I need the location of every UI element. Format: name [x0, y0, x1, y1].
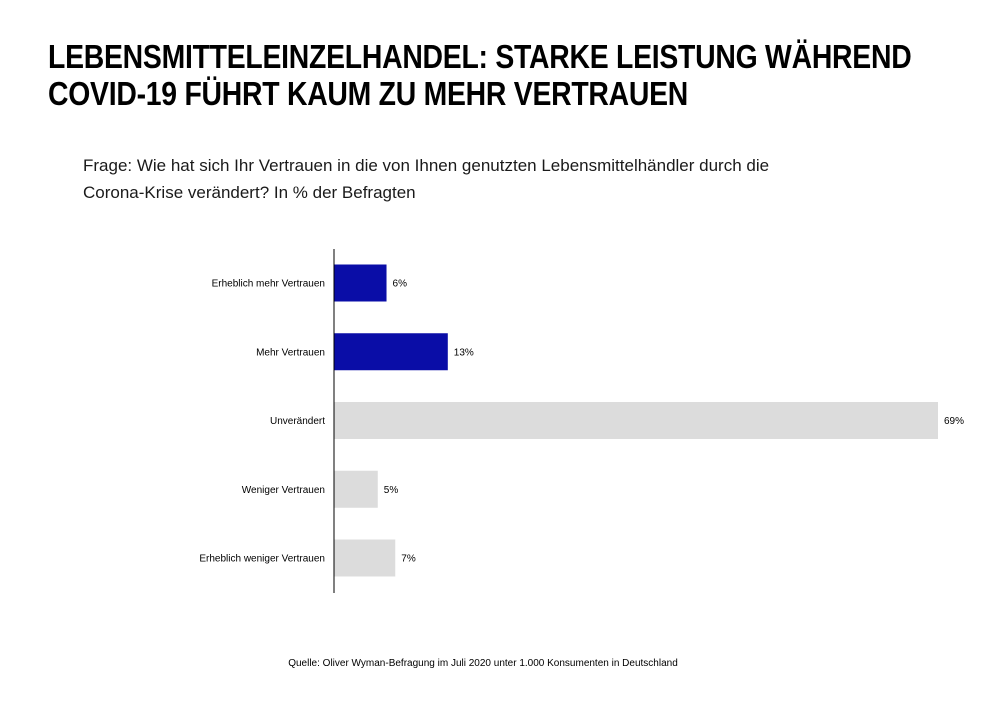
bar-2: [334, 333, 448, 371]
chart-title-line-1: LEBENSMITTELEINZELHANDEL: STARKE LEISTUN…: [48, 38, 912, 75]
value-label-5: 7%: [401, 554, 416, 565]
chart-question-line-1: Frage: Wie hat sich Ihr Vertrauen in die…: [83, 156, 770, 175]
value-label-1: 6%: [393, 279, 408, 290]
value-label-2: 13%: [454, 347, 474, 358]
category-label-group: Erheblich mehr Vertrauen Mehr Vertrauen Un…: [199, 279, 325, 565]
bar-5: [334, 539, 396, 577]
category-label-3: Unverändert: [270, 416, 325, 427]
bar-4: [334, 470, 378, 508]
chart-title: LEBENSMITTELEINZELHANDEL: STARKE LEISTUN…: [48, 38, 912, 112]
category-label-5: Erheblich weniger Vertrauen: [199, 554, 325, 565]
value-label-group: 6% 13% 69% 5% 7%: [384, 279, 964, 565]
category-label-2: Mehr Vertrauen: [256, 347, 325, 358]
chart-question-line-2: Corona-Krise verändert? In % der Befragt…: [83, 183, 416, 202]
chart-question: Frage: Wie hat sich Ihr Vertrauen in die…: [83, 152, 943, 206]
value-label-4: 5%: [384, 485, 399, 496]
bar-group: [334, 264, 938, 577]
bar-1: [334, 264, 387, 302]
category-label-4: Weniger Vertrauen: [242, 485, 325, 496]
category-label-1: Erheblich mehr Vertrauen: [212, 279, 325, 290]
source-note: Quelle: Oliver Wyman-Befragung im Juli 2…: [288, 658, 678, 669]
bar-3: [334, 402, 938, 439]
value-label-3: 69%: [944, 416, 964, 427]
chart-title-line-2: COVID-19 FÜHRT KAUM ZU MEHR VERTRAUEN: [48, 75, 689, 112]
